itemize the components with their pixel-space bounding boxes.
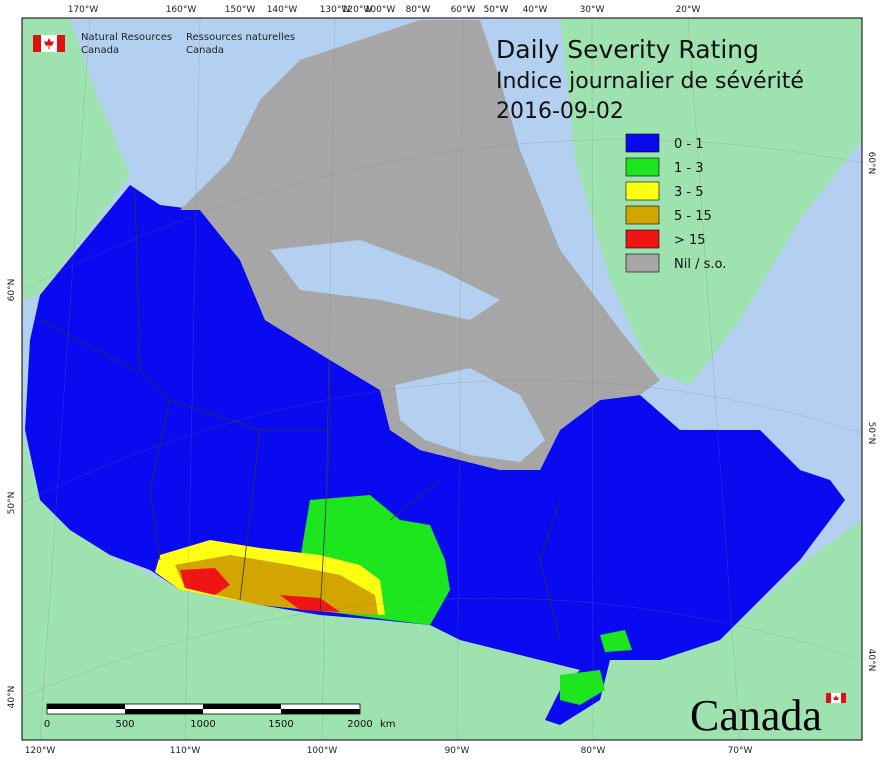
bottom-lon-label: 100°W: [307, 746, 338, 756]
borders: [39, 189, 561, 641]
alaska-land: [22, 18, 130, 300]
agency-fr-1: Ressources naturelles: [186, 32, 295, 43]
agency-fr-2: Canada: [186, 45, 224, 56]
right-lat-label: 40°N: [866, 649, 876, 672]
legend-swatch: [625, 133, 660, 153]
legend-swatch: [625, 253, 660, 273]
legend-label: > 15: [674, 233, 706, 248]
bottom-lon-label: 80°W: [581, 746, 606, 756]
top-lon-label: 100°W: [365, 5, 396, 15]
channel: [270, 240, 500, 320]
scale-unit: km: [380, 719, 396, 730]
title: Daily Severity Rating: [496, 35, 759, 64]
legend-swatch: [625, 205, 660, 225]
bottom-lon-label: 120°W: [25, 746, 56, 756]
left-lat-label: 40°N: [7, 686, 17, 709]
legend-label: Nil / s.o.: [674, 257, 726, 272]
legend-swatch: [625, 157, 660, 177]
top-lon-label: 40°W: [523, 5, 548, 15]
scale-tick-label: 0: [44, 719, 50, 730]
top-lon-label: 60°W: [451, 5, 476, 15]
legend: 0 - 1 1 - 3 3 - 5 5 - 15 > 15 Nil / s.o.: [625, 133, 726, 273]
arctic-no-data: [180, 20, 660, 470]
scale-bar: 0 500 1000 1500 2000 km: [44, 703, 396, 730]
left-lat-label: 60°N: [7, 279, 17, 302]
top-lon-label: 50°W: [484, 5, 509, 15]
top-lon-label: 140°W: [267, 5, 298, 15]
top-lon-label: 120°W: [342, 5, 373, 15]
title-date: 2016-09-02: [496, 99, 624, 124]
us-land: [22, 430, 862, 740]
legend-swatch: [625, 229, 660, 249]
scale-tick-label: 1000: [190, 719, 215, 730]
legend-label: 5 - 15: [674, 209, 712, 224]
agency-logo: Natural Resources Canada Ressources natu…: [33, 32, 295, 56]
right-lat-label: 50°N: [866, 422, 876, 445]
top-lon-label: 30°W: [580, 5, 605, 15]
fire-high-zone: [175, 555, 378, 615]
top-lon-label: 150°W: [225, 5, 256, 15]
graticule: [22, 18, 862, 740]
top-lon-label: 170°W: [68, 5, 99, 15]
fire-extreme-zone: [180, 568, 340, 612]
wordmark: Canada: [690, 691, 822, 740]
left-lat-label: 50°N: [7, 492, 17, 515]
map-body: [22, 18, 862, 740]
top-lon-label: 160°W: [166, 5, 197, 15]
agency-en-2: Canada: [81, 45, 119, 56]
agency-en-1: Natural Resources: [81, 32, 172, 43]
legend-label: 0 - 1: [674, 137, 704, 152]
right-lat-label: 60°N: [866, 152, 876, 175]
scale-tick-label: 2000: [347, 719, 372, 730]
title-fr: Indice journalier de sévérité: [496, 69, 804, 94]
east-green-patch: [560, 630, 632, 705]
scale-tick-label: 1500: [268, 719, 293, 730]
greenland-land: [560, 18, 862, 385]
legend-label: 3 - 5: [674, 185, 704, 200]
bottom-lon-label: 70°W: [728, 746, 753, 756]
map-frame: [21, 17, 863, 741]
top-lon-label: 20°W: [676, 5, 701, 15]
bottom-lon-label: 90°W: [445, 746, 470, 756]
scale-tick-label: 500: [115, 719, 134, 730]
legend-label: 1 - 3: [674, 161, 704, 176]
hudson-bay: [395, 368, 545, 462]
canada-wordmark: Canada: [690, 691, 846, 740]
top-lon-label: 80°W: [406, 5, 431, 15]
bottom-lon-label: 110°W: [170, 746, 201, 756]
top-lon-label: 130°W: [320, 5, 351, 15]
legend-swatch: [625, 181, 660, 201]
